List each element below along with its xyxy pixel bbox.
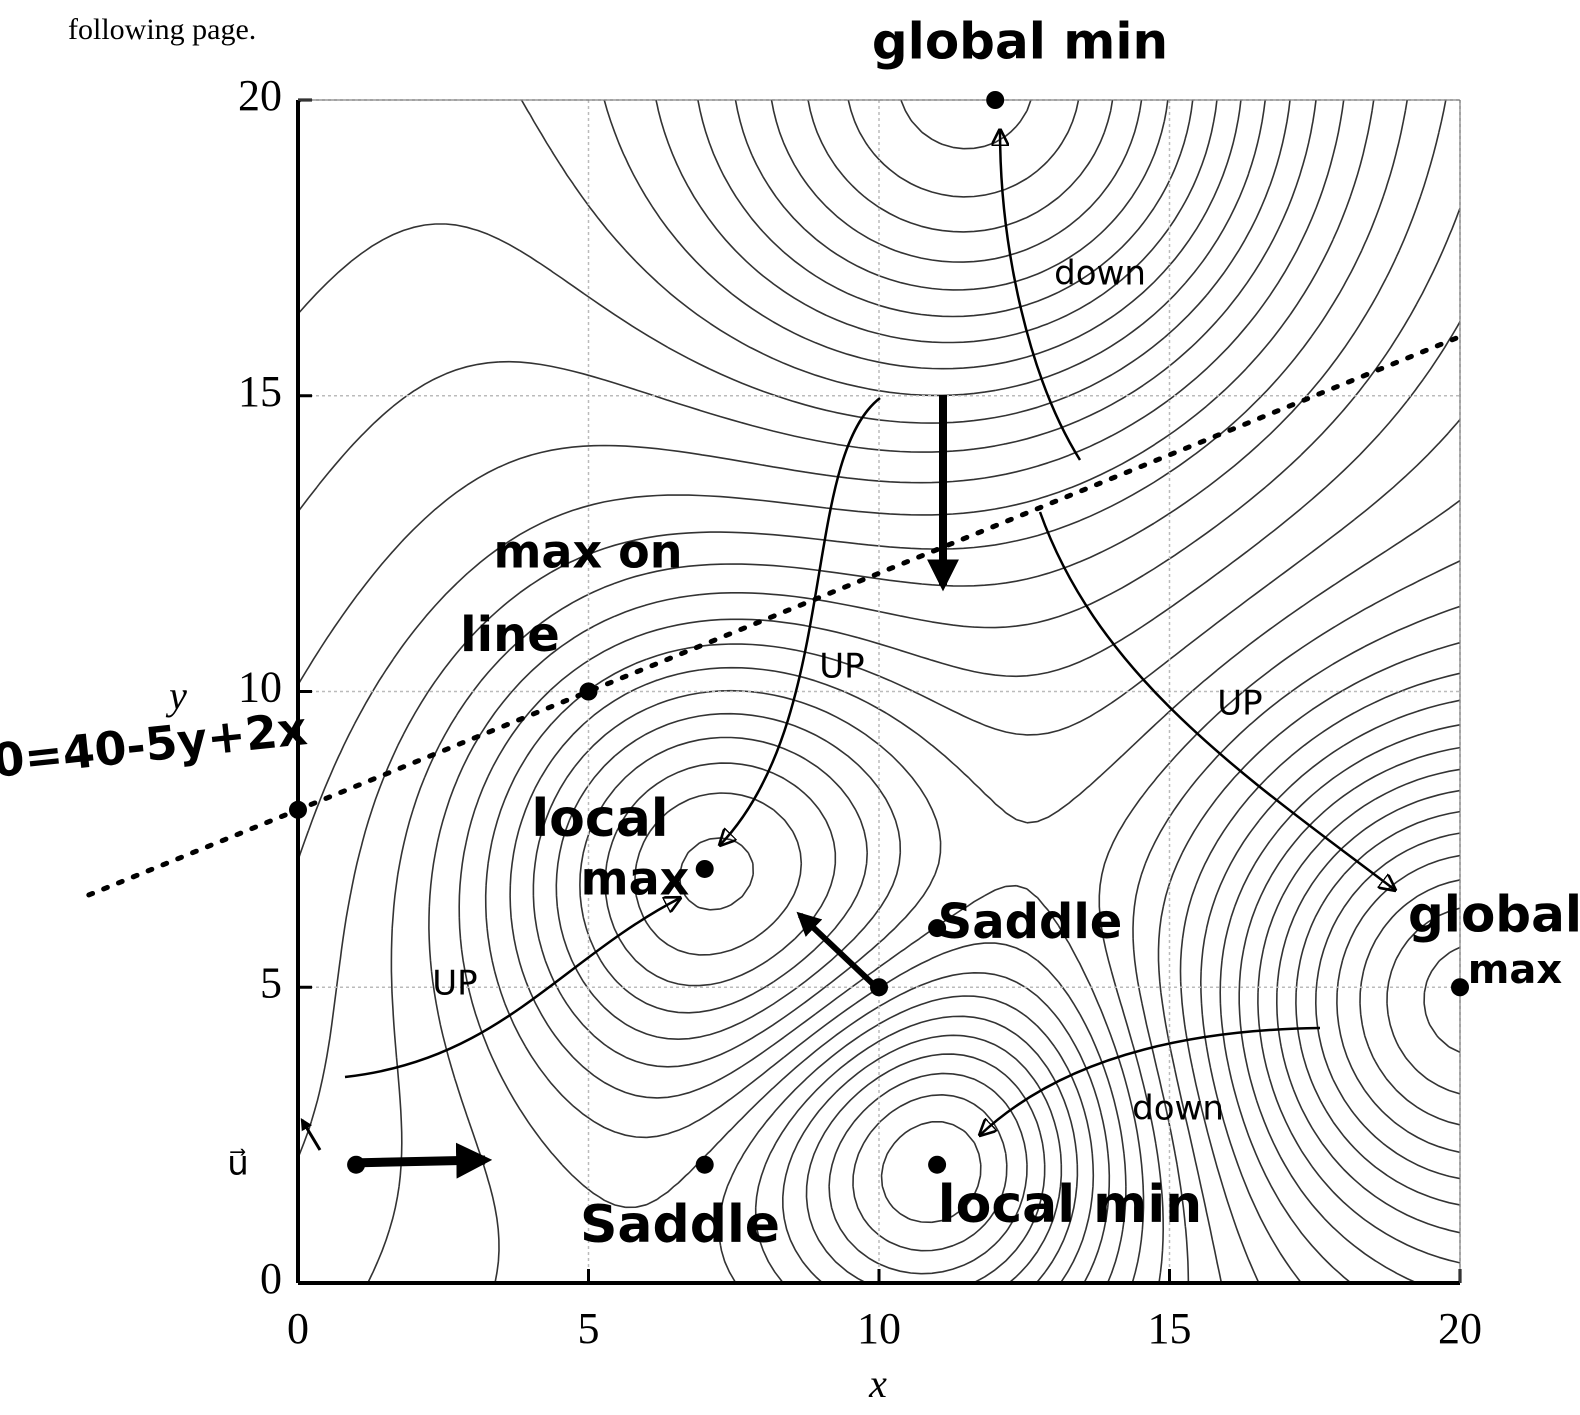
annotation: down — [1054, 254, 1146, 294]
annotation: local min — [938, 1175, 1202, 1235]
x-tick-label: 20 — [1438, 1304, 1482, 1353]
annotation: down — [1132, 1089, 1224, 1129]
y-tick-label: 15 — [238, 367, 282, 416]
annotation: u⃗ — [227, 1144, 249, 1184]
annotation: line — [460, 607, 560, 663]
x-tick-label: 0 — [287, 1304, 309, 1353]
page: following page. 0510152005101520xy0=40-5… — [0, 0, 1580, 1415]
annotation: global — [1408, 886, 1580, 944]
point — [580, 683, 598, 701]
point — [696, 1156, 714, 1174]
annotation: max — [581, 852, 690, 906]
path-arrow — [720, 398, 880, 845]
line-label: 0=40-5y+2x — [0, 701, 310, 788]
x-axis-label: x — [868, 1361, 887, 1406]
y-tick-label: 20 — [238, 71, 282, 120]
point — [696, 860, 714, 878]
point — [928, 1156, 946, 1174]
header-text: following page. — [68, 13, 256, 46]
x-tick-label: 5 — [578, 1304, 600, 1353]
y-tick-label: 0 — [260, 1254, 282, 1303]
x-tick-label: 15 — [1148, 1304, 1192, 1353]
y-tick-label: 5 — [260, 958, 282, 1007]
annotation: Saddle — [580, 1195, 780, 1255]
x-tick-label: 10 — [857, 1304, 901, 1353]
annotation: UP — [432, 964, 477, 1004]
point — [289, 801, 307, 819]
annotation: max on — [493, 525, 682, 579]
gradient-arrow — [350, 1160, 485, 1163]
annotation: UP — [819, 647, 864, 687]
y-axis-label: y — [165, 673, 187, 718]
annotation: global min — [872, 13, 1168, 71]
point — [1451, 978, 1469, 996]
annotation: Saddle — [938, 894, 1123, 950]
annotation: UP — [1217, 684, 1262, 724]
annotation: max — [1468, 947, 1563, 993]
annotation: local — [531, 789, 668, 849]
path-arrow — [1000, 130, 1080, 460]
point — [986, 91, 1004, 109]
